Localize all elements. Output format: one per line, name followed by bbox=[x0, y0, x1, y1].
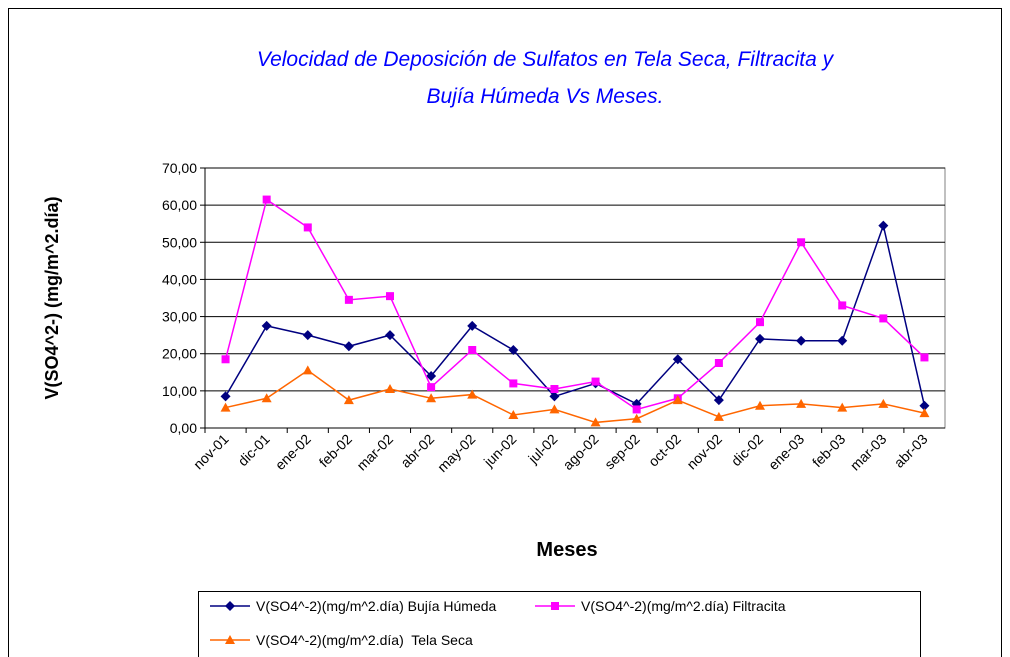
point bbox=[796, 398, 807, 408]
series-line bbox=[224, 222, 926, 406]
point bbox=[303, 223, 312, 232]
point bbox=[797, 238, 806, 247]
point bbox=[508, 410, 519, 419]
y-tick-label: 30,00 bbox=[162, 309, 197, 325]
point bbox=[920, 353, 929, 362]
point bbox=[426, 371, 437, 381]
point bbox=[343, 341, 354, 352]
point bbox=[302, 365, 313, 375]
y-tick-label: 70,00 bbox=[162, 160, 197, 176]
point bbox=[713, 411, 724, 421]
point bbox=[591, 377, 600, 386]
point bbox=[879, 314, 888, 323]
y-tick-label: 20,00 bbox=[162, 346, 197, 362]
y-tick-label: 50,00 bbox=[162, 234, 197, 250]
point bbox=[225, 635, 235, 644]
point bbox=[261, 320, 272, 331]
y-axis-label: V(SO4^2-) (mg/m^2.día) bbox=[42, 196, 62, 399]
point bbox=[672, 354, 683, 365]
point bbox=[468, 346, 477, 354]
series-line bbox=[224, 198, 925, 411]
point bbox=[631, 413, 642, 423]
point bbox=[756, 318, 764, 327]
point bbox=[590, 417, 601, 427]
point bbox=[837, 335, 848, 346]
point bbox=[220, 402, 231, 412]
point bbox=[632, 405, 641, 414]
point bbox=[796, 335, 807, 346]
x-axis-label: Meses bbox=[536, 539, 597, 561]
point bbox=[714, 359, 723, 367]
legend-box bbox=[198, 591, 921, 657]
point bbox=[467, 320, 478, 331]
point bbox=[919, 400, 930, 411]
point bbox=[838, 301, 847, 310]
point bbox=[549, 404, 560, 414]
y-tick-label: 40,00 bbox=[162, 271, 197, 287]
point bbox=[551, 602, 559, 610]
point bbox=[672, 395, 683, 405]
point bbox=[343, 395, 354, 405]
point bbox=[755, 333, 765, 344]
y-tick-label: 60,00 bbox=[162, 197, 197, 213]
y-tick-label: 10,00 bbox=[162, 383, 197, 399]
point bbox=[386, 292, 394, 301]
point bbox=[509, 379, 518, 388]
point bbox=[837, 402, 848, 412]
point bbox=[262, 195, 271, 204]
legend-label: V(SO4^-2)(mg/m^2.día) Bujía Húmeda bbox=[256, 598, 497, 614]
legend-label: V(SO4^-2)(mg/m^2.día) Tela Seca bbox=[256, 632, 473, 648]
point bbox=[713, 395, 724, 406]
point bbox=[878, 398, 889, 408]
point bbox=[427, 383, 436, 392]
series-line bbox=[225, 369, 925, 424]
y-tick-label: 0,00 bbox=[170, 420, 197, 436]
point bbox=[261, 393, 272, 403]
point bbox=[550, 385, 559, 393]
point bbox=[919, 408, 930, 418]
point bbox=[385, 384, 395, 393]
point bbox=[302, 330, 313, 341]
plot-area bbox=[204, 167, 946, 429]
point bbox=[344, 295, 353, 304]
point bbox=[549, 391, 560, 402]
point bbox=[426, 393, 437, 403]
legend-label: V(SO4^-2)(mg/m^2.día) Filtracita bbox=[581, 598, 786, 614]
point bbox=[225, 601, 235, 611]
chart-frame bbox=[8, 8, 1002, 657]
point bbox=[467, 389, 478, 399]
point bbox=[878, 220, 889, 231]
point bbox=[385, 330, 395, 341]
point bbox=[508, 345, 519, 355]
point bbox=[221, 355, 230, 364]
point bbox=[220, 391, 231, 402]
point bbox=[755, 400, 765, 410]
chart-title: Velocidad de Deposición de Sulfatos en T… bbox=[257, 48, 835, 71]
chart-title: Bujía Húmeda Vs Meses. bbox=[427, 85, 664, 108]
